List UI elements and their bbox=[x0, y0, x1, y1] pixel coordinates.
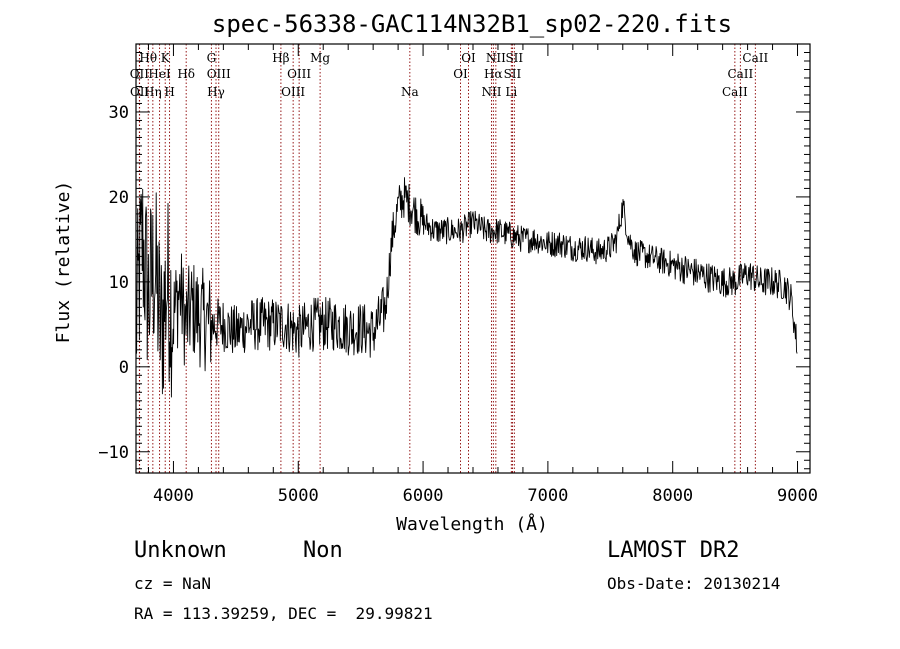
x-tick-label: 9000 bbox=[777, 486, 818, 506]
x-tick-label: 4000 bbox=[153, 486, 194, 506]
emission-line-label: OI bbox=[461, 51, 476, 65]
emission-line-label: CaII bbox=[742, 51, 768, 65]
emission-line-labels: OII OII Hθ Hη HeI K HHδ G Hγ OIII Hβ OIII OIII Mg Na OI… bbox=[130, 51, 769, 99]
x-tick-label: 6000 bbox=[403, 486, 444, 506]
emission-line-label: Hγ bbox=[207, 85, 225, 99]
emission-line-label: OIII bbox=[207, 67, 231, 81]
emission-line-label: Hα bbox=[484, 67, 503, 81]
emission-line-label: G bbox=[207, 51, 217, 65]
emission-line-label: CaII bbox=[727, 67, 753, 81]
emission-line-label: OII bbox=[130, 67, 150, 81]
emission-line-label: Na bbox=[401, 85, 419, 99]
emission-line-label: NII bbox=[486, 51, 506, 65]
object-class: Unknown bbox=[134, 538, 227, 563]
emission-line-label: K bbox=[161, 51, 171, 65]
emission-line-label: OIII bbox=[287, 67, 311, 81]
emission-line-label: NII bbox=[481, 85, 501, 99]
y-tick-label: 30 bbox=[109, 103, 129, 123]
y-tick-label: 0 bbox=[119, 358, 129, 378]
emission-line-label: OIII bbox=[281, 85, 305, 99]
emission-line-label: Hδ bbox=[177, 67, 195, 81]
emission-line-label: SII bbox=[505, 51, 523, 65]
emission-line-label: H bbox=[164, 85, 174, 99]
y-axis-ticks: −10 0 10 20 30 bbox=[98, 43, 810, 470]
emission-line-label: Hη bbox=[144, 85, 162, 99]
emission-line-markers bbox=[138, 44, 756, 473]
object-subclass: Non bbox=[303, 538, 343, 563]
emission-line-label: Li bbox=[505, 85, 517, 99]
spectrum-layer bbox=[135, 177, 798, 398]
emission-line-label: Hθ bbox=[139, 51, 157, 65]
emission-line-label: OI bbox=[453, 67, 468, 81]
plot-frame bbox=[135, 43, 811, 474]
emission-line-label: Mg bbox=[310, 51, 330, 65]
chart-title: spec-56338-GAC114N32B1_sp02-220.fits bbox=[212, 10, 732, 38]
emission-line-label: CaII bbox=[722, 85, 748, 99]
x-axis-ticks: 4000 5000 6000 7000 8000 9000 bbox=[147, 44, 818, 506]
survey-name: LAMOST DR2 bbox=[607, 538, 740, 563]
x-tick-label: 7000 bbox=[527, 486, 568, 506]
spectrum-line bbox=[135, 177, 798, 398]
redshift-text: cz = NaN bbox=[134, 574, 212, 593]
coordinates-text: RA = 113.39259, DEC = 29.99821 bbox=[134, 604, 433, 623]
y-tick-label: 20 bbox=[109, 188, 129, 208]
x-tick-label: 8000 bbox=[652, 486, 693, 506]
y-tick-label: 10 bbox=[109, 273, 129, 293]
y-axis-label: Flux (relative) bbox=[53, 181, 74, 344]
emission-line-label: HeI bbox=[148, 67, 171, 81]
y-tick-label: −10 bbox=[98, 443, 129, 463]
emission-line-label: Hβ bbox=[272, 51, 289, 65]
x-tick-label: 5000 bbox=[278, 486, 319, 506]
emission-line-label: SII bbox=[504, 67, 522, 81]
x-axis-label: Wavelength (Å) bbox=[396, 513, 548, 535]
emission-line-label: OII bbox=[130, 85, 150, 99]
observation-date: Obs-Date: 20130214 bbox=[607, 574, 781, 593]
